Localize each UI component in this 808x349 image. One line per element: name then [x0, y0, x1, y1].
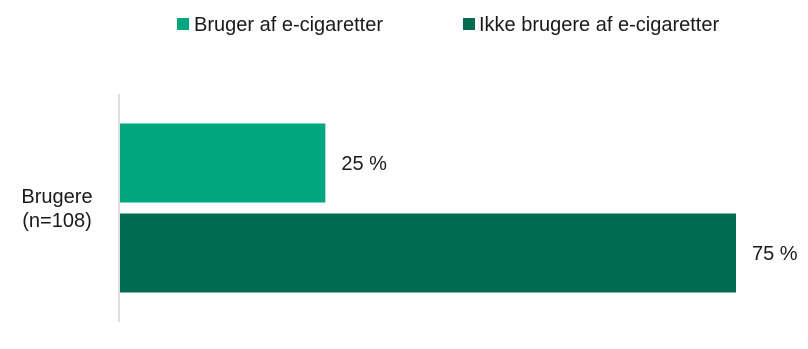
category-ticks: Brugere (n=108) — [21, 186, 92, 232]
legend-label-1: Bruger af e-cigaretter — [194, 14, 383, 36]
legend-swatch-1 — [177, 18, 189, 30]
bar-series-1 — [120, 123, 326, 203]
category-label: Brugere (n=108) — [21, 186, 92, 232]
data-label-series-1: 25 % — [341, 153, 387, 175]
bar-series-2 — [120, 213, 736, 293]
category-label-line-1: Brugere — [21, 186, 92, 208]
data-label-series-2: 75 % — [752, 243, 798, 265]
bars — [120, 123, 736, 293]
legend: Bruger af e-cigaretter Ikke brugere af e-… — [177, 14, 719, 36]
data-labels: 25 % 75 % — [341, 153, 797, 265]
legend-swatch-2 — [463, 18, 475, 30]
legend-label-2: Ikke brugere af e-cigaretter — [479, 14, 719, 36]
category-label-line-2: (n=108) — [22, 210, 92, 232]
